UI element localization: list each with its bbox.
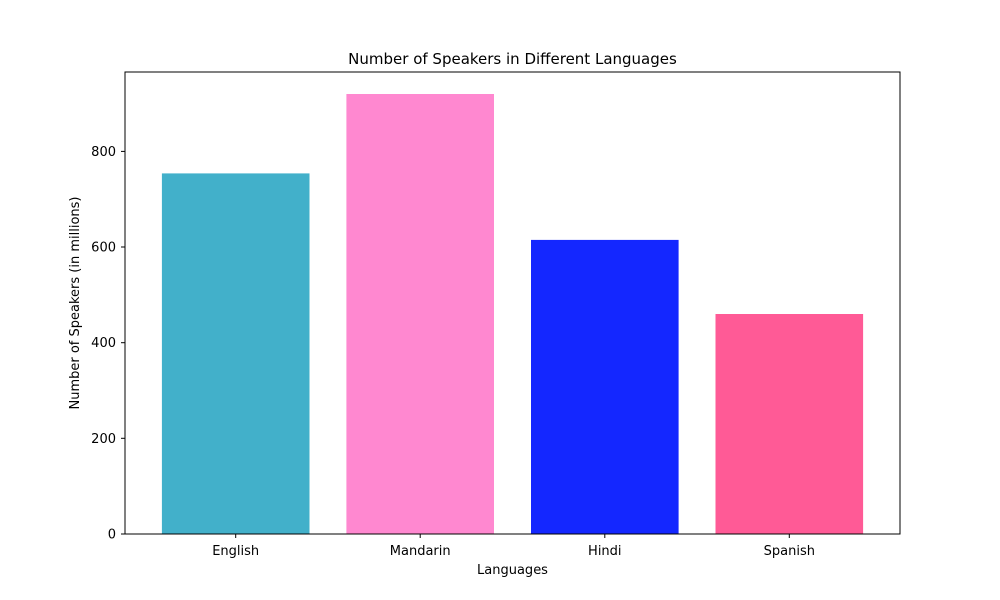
y-tick-label: 600 xyxy=(91,241,116,256)
bar-mandarin xyxy=(346,94,494,534)
y-tick-label: 800 xyxy=(91,145,116,160)
bar-english xyxy=(161,173,310,534)
bar-spanish xyxy=(715,314,864,534)
bar-group xyxy=(161,94,864,534)
x-axis-label: Languages xyxy=(477,563,548,578)
x-tick-label: English xyxy=(212,544,259,559)
y-axis-label: Number of Speakers (in millions) xyxy=(68,196,83,409)
x-axis-ticks: English Mandarin Hindi Spanish xyxy=(212,534,815,559)
y-axis-ticks: 0 200 400 600 800 xyxy=(91,145,125,543)
y-tick-label: 400 xyxy=(91,336,116,351)
x-tick-label: Mandarin xyxy=(390,544,451,559)
y-tick-label: 0 xyxy=(108,528,116,543)
x-tick-label: Spanish xyxy=(764,544,815,559)
bar-hindi xyxy=(531,239,679,534)
plot-frame xyxy=(124,71,901,535)
chart-title: Number of Speakers in Different Language… xyxy=(348,50,677,68)
x-tick-label: Hindi xyxy=(588,544,622,559)
y-tick-label: 200 xyxy=(91,432,116,447)
